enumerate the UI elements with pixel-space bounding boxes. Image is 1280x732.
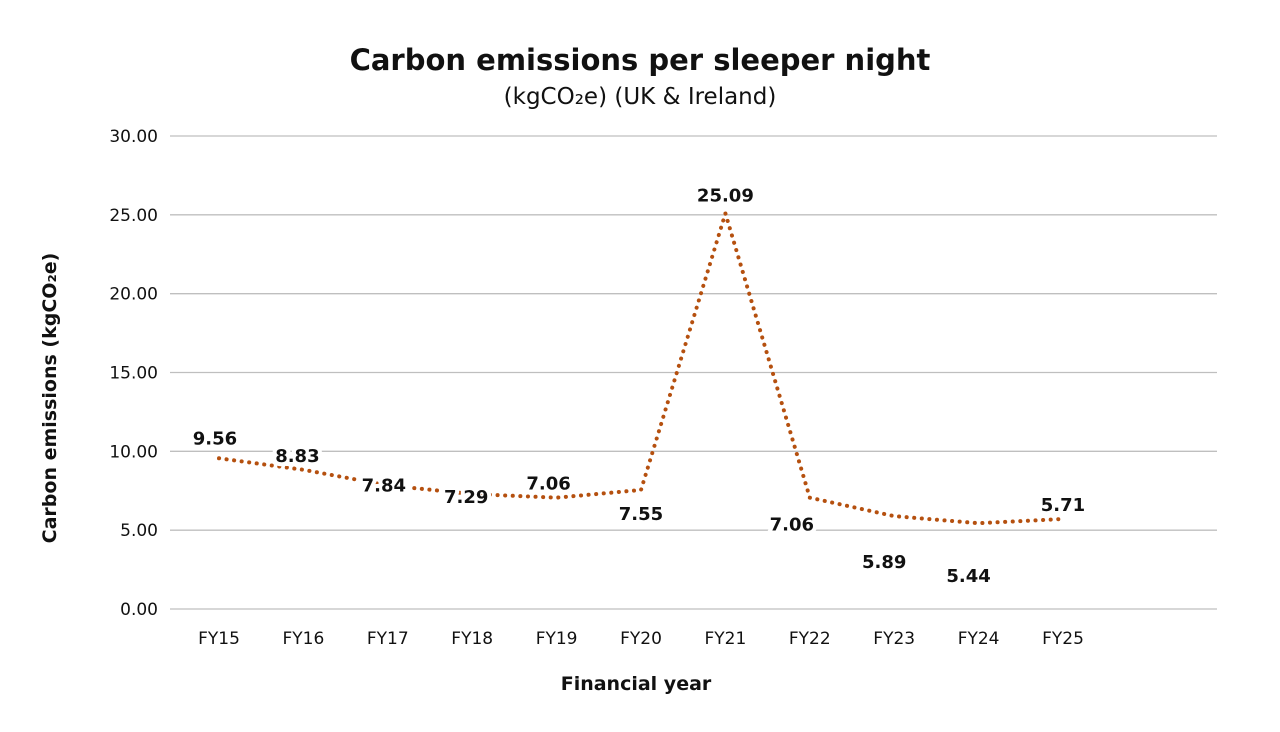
- x-axis-label: Financial year: [561, 673, 712, 695]
- y-tick-label: 5.00: [120, 521, 158, 541]
- data-label: 7.84: [362, 475, 406, 496]
- x-tick-label: FY20: [620, 629, 662, 649]
- x-tick-label: FY18: [451, 629, 493, 649]
- y-tick-label: 10.00: [109, 442, 158, 462]
- y-tick-label: 25.00: [109, 206, 158, 226]
- x-tick-label: FY15: [198, 629, 240, 649]
- data-label: 7.06: [770, 515, 814, 536]
- series-line: [217, 206, 1065, 526]
- data-label: 7.29: [444, 487, 488, 508]
- data-label: 5.44: [946, 566, 990, 587]
- y-tick-label: 20.00: [109, 285, 158, 305]
- data-label: 7.06: [526, 474, 570, 495]
- data-label: 9.56: [193, 428, 237, 449]
- x-tick-label: FY19: [536, 629, 578, 649]
- y-tick-label: 0.00: [120, 600, 158, 620]
- x-tick-label: FY23: [873, 629, 915, 649]
- chart-subtitle: (kgCO₂e) (UK & Ireland): [504, 84, 777, 110]
- data-label: 5.89: [862, 552, 906, 573]
- x-tick-label: FY17: [367, 629, 409, 649]
- chart-title: Carbon emissions per sleeper night: [350, 43, 931, 77]
- x-tick-label: FY22: [789, 629, 831, 649]
- data-label: 7.55: [619, 504, 663, 525]
- x-tick-label: FY16: [283, 629, 325, 649]
- x-tick-label: FY25: [1042, 629, 1084, 649]
- data-label: 8.83: [275, 446, 319, 467]
- y-axis-label: Carbon emissions (kgCO₂e): [39, 253, 61, 544]
- x-tick-label: FY21: [705, 629, 747, 649]
- y-tick-label: 15.00: [109, 364, 158, 384]
- y-tick-label: 30.00: [109, 127, 158, 147]
- x-tick-label: FY24: [958, 629, 1000, 649]
- data-label: 5.71: [1041, 495, 1085, 516]
- data-label: 25.09: [697, 185, 754, 206]
